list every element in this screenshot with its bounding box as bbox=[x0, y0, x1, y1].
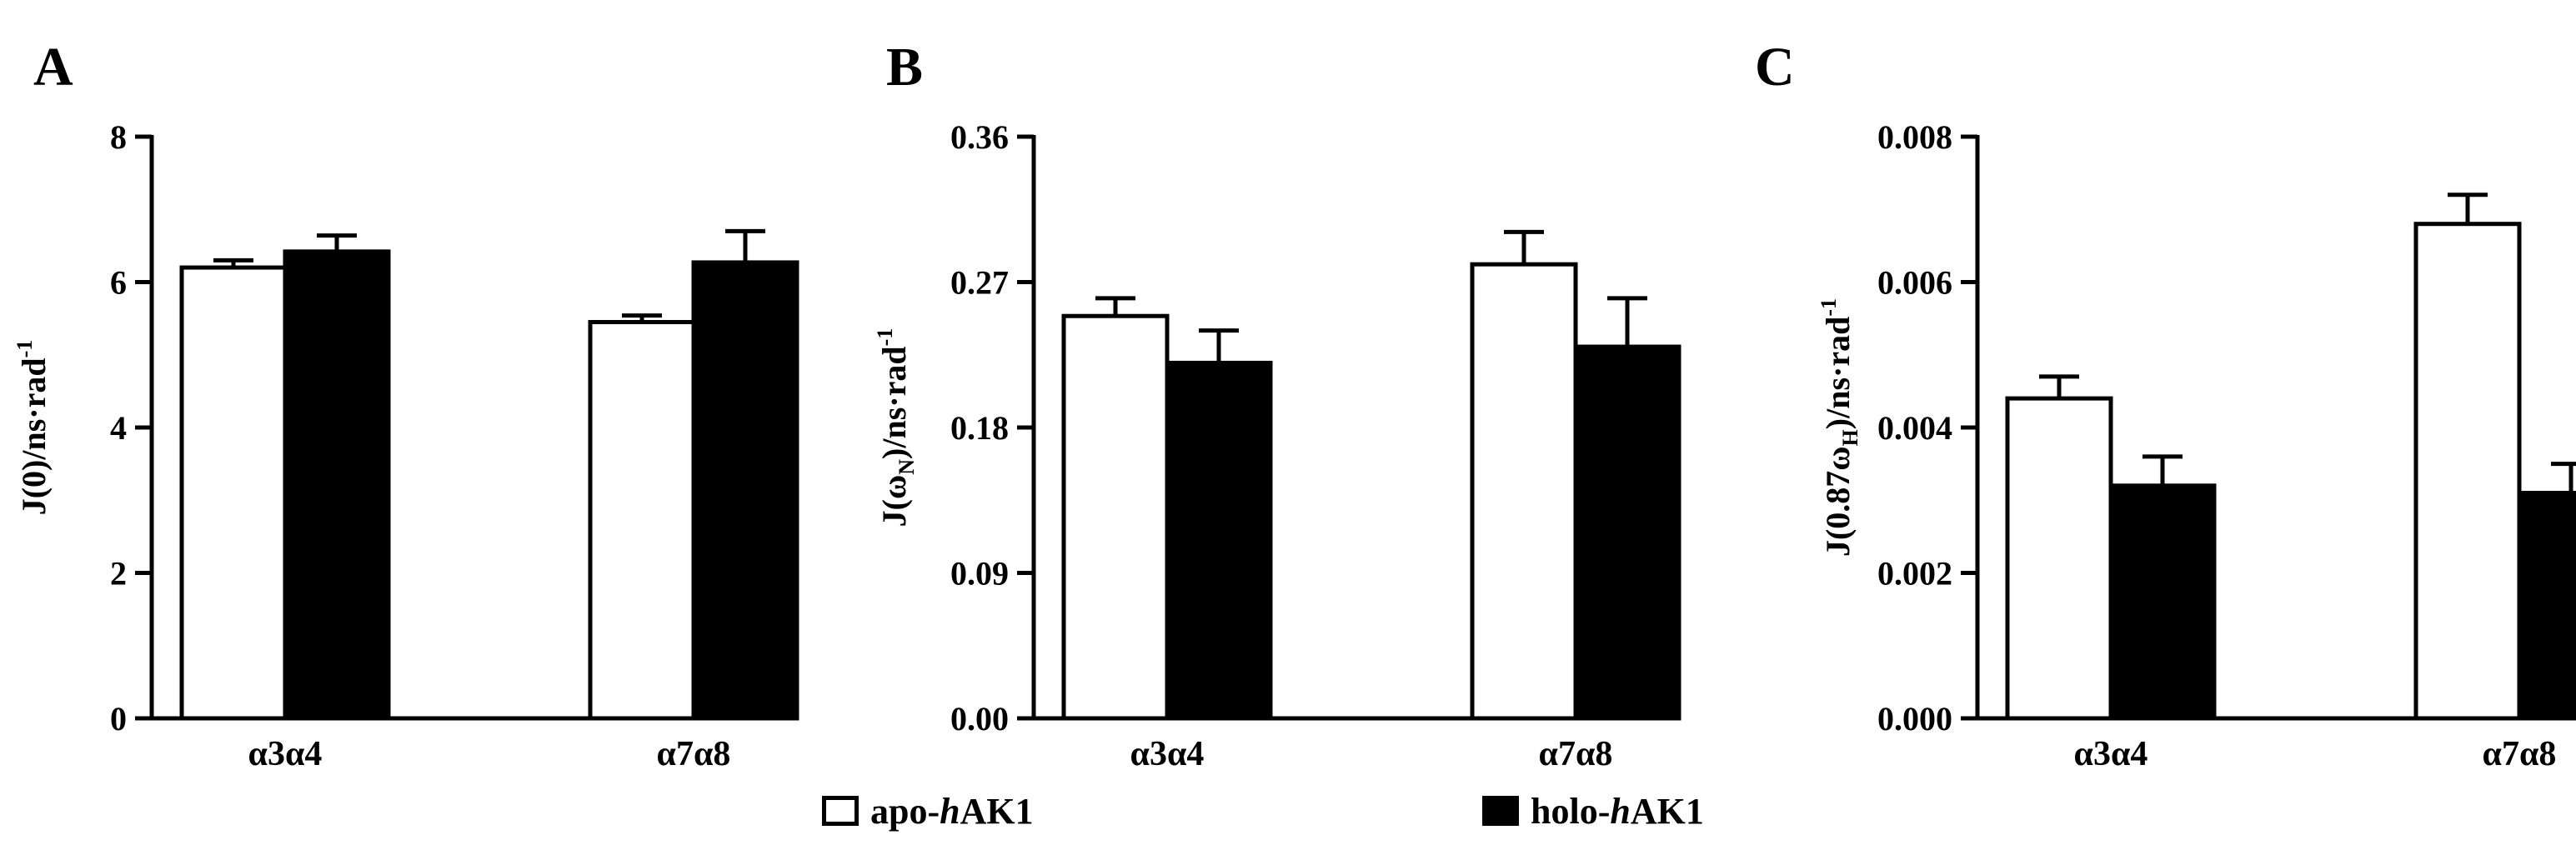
panel-b-y-axis-label: J(ωN)/ns·rad-1 bbox=[873, 328, 919, 528]
panel-a-apo-bar-1 bbox=[179, 265, 288, 721]
panel-a-holo-bar-2 bbox=[691, 260, 799, 721]
panel-a-y-tick-label: 2 bbox=[110, 555, 127, 592]
panel-c-y-tick-label: 0.008 bbox=[1877, 118, 1952, 156]
legend-item-holo: holo-hAK1 bbox=[1482, 790, 1704, 832]
panel-c-y-axis-label-sub: H bbox=[1838, 429, 1862, 446]
panel-a-apo-bar-2 bbox=[588, 319, 696, 721]
panel-c-apo-bar-1 bbox=[2005, 396, 2113, 721]
panel-b-y-axis-label-tail: )/ns·rad bbox=[875, 346, 913, 459]
panel-a-y-tick-label: 4 bbox=[110, 409, 127, 447]
panel-a-y-tick-label: 0 bbox=[110, 700, 127, 738]
panel-a-y-axis-label-main: J(0)/ns·rad bbox=[15, 358, 53, 515]
panel-c-y-tick-label: 0.000 bbox=[1877, 700, 1952, 738]
panel-c-y-axis-label-sup: -1 bbox=[1817, 298, 1841, 317]
panel-b-letter: B bbox=[886, 37, 923, 98]
panel-b-y-tick-label: 0.36 bbox=[950, 118, 1009, 156]
panel-b-apo-bar-2 bbox=[1470, 262, 1578, 721]
panel-b-x-tick-label: α7α8 bbox=[1539, 735, 1613, 773]
panel-c-y-axis-label-main: J(0.87ω bbox=[1819, 446, 1857, 557]
panel-a-letter: A bbox=[33, 37, 73, 98]
panel-b-x-tick-label: α3α4 bbox=[1130, 735, 1205, 773]
legend-label-holo: holo-hAK1 bbox=[1531, 790, 1704, 832]
panel-a-holo-bar-1 bbox=[283, 249, 391, 721]
panel-b-y-axis-label-sup: -1 bbox=[873, 328, 897, 347]
legend-item-apo: apo-hAK1 bbox=[822, 790, 1034, 832]
panel-a-x-tick-label: α7α8 bbox=[657, 735, 731, 773]
panel-a-y-tick-label: 6 bbox=[110, 264, 127, 302]
panel-c-apo-bar-2 bbox=[2413, 222, 2522, 721]
panel-c-x-tick-label: α3α4 bbox=[2074, 735, 2148, 773]
panel-c-y-tick-label: 0.006 bbox=[1877, 264, 1952, 302]
panel-c-y-axis-label-tail: )/ns·rad bbox=[1819, 317, 1857, 430]
panel-c-holo-bar-2 bbox=[2517, 491, 2576, 721]
panel-b-apo-bar-1 bbox=[1061, 313, 1170, 721]
panel-c-y-tick-label: 0.004 bbox=[1877, 409, 1952, 447]
panel-a-y-tick-label: 8 bbox=[110, 118, 127, 156]
panel-a-y-axis-label-sup: -1 bbox=[13, 340, 37, 358]
panel-c-y-axis-label: J(0.87ωH)/ns·rad-1 bbox=[1817, 298, 1862, 557]
panel-b-y-tick-label: 0.09 bbox=[950, 555, 1009, 592]
panel-b-holo-bar-2 bbox=[1573, 344, 1681, 721]
legend-swatch-holo bbox=[1482, 796, 1519, 826]
panel-a-x-tick-label: α3α4 bbox=[248, 735, 323, 773]
legend-swatch-apo bbox=[822, 796, 859, 826]
panel-c-x-tick-label: α7α8 bbox=[2483, 735, 2557, 773]
panel-b-y-axis-label-main: J(ω bbox=[875, 475, 913, 528]
panel-c-y-tick-label: 0.002 bbox=[1877, 555, 1952, 592]
panel-c-holo-bar-1 bbox=[2108, 483, 2217, 721]
panel-c-letter: C bbox=[1755, 37, 1795, 98]
panel-b-y-axis-label-sub: N bbox=[895, 459, 919, 475]
panel-b-y-tick-label: 0.27 bbox=[950, 264, 1009, 302]
panel-b-y-tick-label: 0.18 bbox=[950, 409, 1009, 447]
panel-b-holo-bar-1 bbox=[1165, 360, 1273, 721]
panel-a-y-axis-label: J(0)/ns·rad-1 bbox=[13, 340, 53, 516]
legend-label-apo: apo-hAK1 bbox=[870, 790, 1034, 832]
panel-b-y-tick-label: 0.00 bbox=[950, 700, 1009, 738]
